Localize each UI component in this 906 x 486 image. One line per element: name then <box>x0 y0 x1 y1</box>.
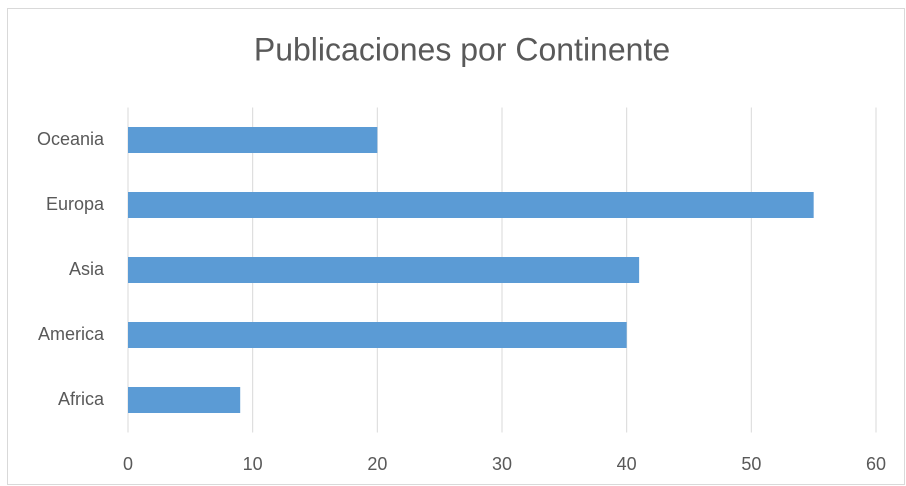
bar <box>128 192 814 218</box>
x-tick-label: 0 <box>123 454 133 474</box>
bar <box>128 127 378 153</box>
y-tick-label: Asia <box>69 259 105 279</box>
x-tick-label: 40 <box>617 454 637 474</box>
bar <box>128 257 640 283</box>
y-tick-label: Africa <box>58 389 105 409</box>
x-tick-label: 30 <box>492 454 512 474</box>
x-tick-label: 20 <box>367 454 387 474</box>
bar <box>128 322 627 348</box>
x-tick-label: 50 <box>741 454 761 474</box>
bar <box>128 387 241 413</box>
y-tick-label: America <box>38 324 105 344</box>
y-tick-label: Europa <box>46 194 105 214</box>
chart-border <box>7 8 905 485</box>
y-tick-label: Oceania <box>37 129 105 149</box>
x-tick-label: 60 <box>866 454 886 474</box>
x-tick-label: 10 <box>243 454 263 474</box>
chart-title: Publicaciones por Continente <box>254 31 670 67</box>
